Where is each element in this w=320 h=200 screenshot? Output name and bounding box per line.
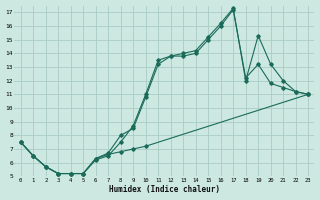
X-axis label: Humidex (Indice chaleur): Humidex (Indice chaleur) [109, 185, 220, 194]
